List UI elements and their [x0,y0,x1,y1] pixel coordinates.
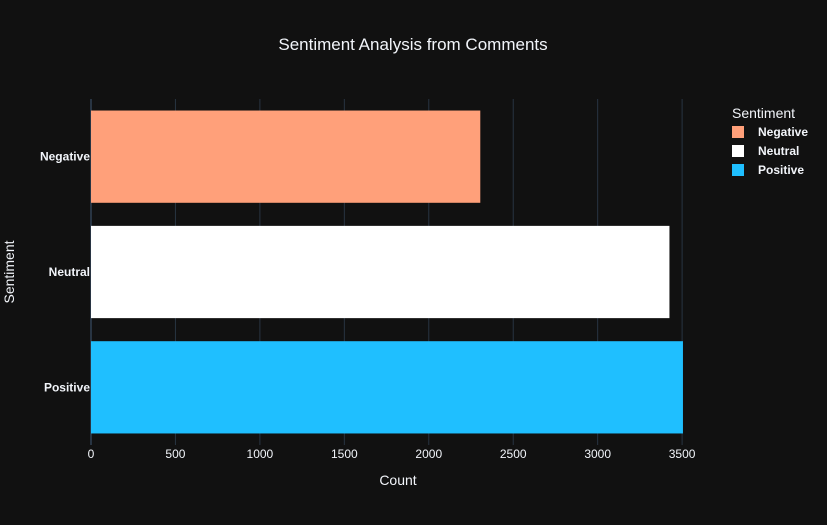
bar-positive [91,341,683,434]
legend-label-negative[interactable]: Negative [758,125,808,139]
legend-swatch-positive[interactable] [732,164,744,176]
bars [91,110,683,434]
x-tick-label: 3000 [584,447,611,461]
bar-neutral [91,225,670,319]
x-tick-label: 500 [165,447,185,461]
chart-title: Sentiment Analysis from Comments [278,35,547,54]
y-axis-categories: Negative Neutral Positive [40,150,90,395]
x-tick-label: 2500 [500,447,527,461]
y-category-label: Negative [40,150,90,164]
legend-title: Sentiment [732,105,795,121]
x-tick-label: 0 [88,447,95,461]
legend-items: Negative Neutral Positive [732,125,808,177]
y-category-label: Neutral [49,265,90,279]
legend-label-positive[interactable]: Positive [758,163,804,177]
x-axis-ticks: 0 500 1000 1500 2000 2500 3000 3500 [88,447,696,461]
x-tick-label: 3500 [669,447,696,461]
y-axis-title: Sentiment [1,240,17,303]
x-axis-title: Count [379,472,416,488]
x-tick-label: 1000 [247,447,274,461]
x-tick-label: 1500 [331,447,358,461]
y-category-label: Positive [44,380,90,394]
legend-swatch-negative[interactable] [732,126,744,138]
legend: Sentiment Negative Neutral Positive [732,105,808,177]
bar-negative [91,110,481,203]
legend-swatch-neutral[interactable] [732,145,744,157]
legend-label-neutral[interactable]: Neutral [758,144,799,158]
x-tick-label: 2000 [415,447,442,461]
